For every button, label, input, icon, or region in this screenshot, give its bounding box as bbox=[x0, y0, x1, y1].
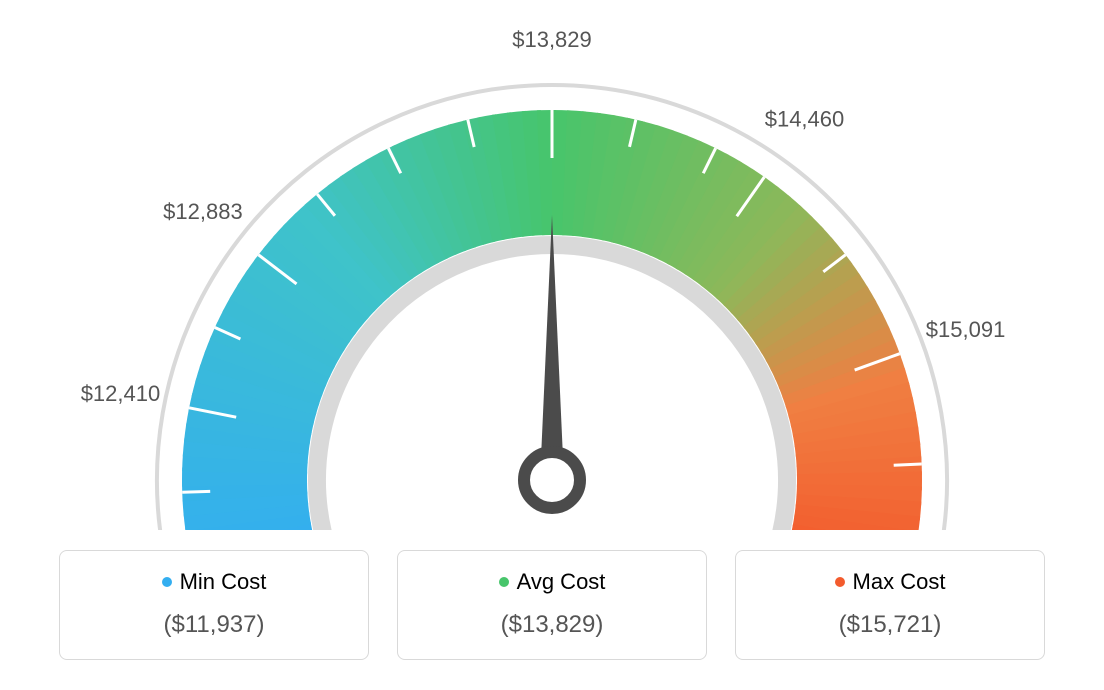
legend-card-min: Min Cost ($11,937) bbox=[59, 550, 369, 660]
legend-title-avg: Avg Cost bbox=[398, 569, 706, 595]
dot-icon bbox=[499, 577, 509, 587]
legend-row: Min Cost ($11,937) Avg Cost ($13,829) Ma… bbox=[20, 550, 1084, 660]
gauge-tick-label: $15,091 bbox=[926, 317, 1006, 342]
gauge-chart: $11,937$12,410$12,883$13,829$14,460$15,0… bbox=[20, 20, 1084, 520]
legend-title-text: Max Cost bbox=[853, 569, 946, 594]
gauge-tick-label: $12,410 bbox=[81, 381, 161, 406]
gauge-needle-hub bbox=[524, 452, 580, 508]
legend-title-text: Avg Cost bbox=[517, 569, 606, 594]
gauge-tick-label: $14,460 bbox=[765, 107, 845, 132]
gauge-tick-label: $13,829 bbox=[512, 27, 592, 52]
legend-card-max: Max Cost ($15,721) bbox=[735, 550, 1045, 660]
legend-title-text: Min Cost bbox=[180, 569, 267, 594]
gauge-tick-label: $12,883 bbox=[163, 199, 243, 224]
gauge-svg: $11,937$12,410$12,883$13,829$14,460$15,0… bbox=[20, 20, 1084, 530]
legend-title-max: Max Cost bbox=[736, 569, 1044, 595]
legend-value-avg: ($13,829) bbox=[398, 611, 706, 639]
gauge-needle bbox=[540, 215, 564, 480]
legend-value-max: ($15,721) bbox=[736, 611, 1044, 639]
legend-title-min: Min Cost bbox=[60, 569, 368, 595]
dot-icon bbox=[835, 577, 845, 587]
legend-card-avg: Avg Cost ($13,829) bbox=[397, 550, 707, 660]
legend-value-min: ($11,937) bbox=[60, 611, 368, 639]
dot-icon bbox=[162, 577, 172, 587]
